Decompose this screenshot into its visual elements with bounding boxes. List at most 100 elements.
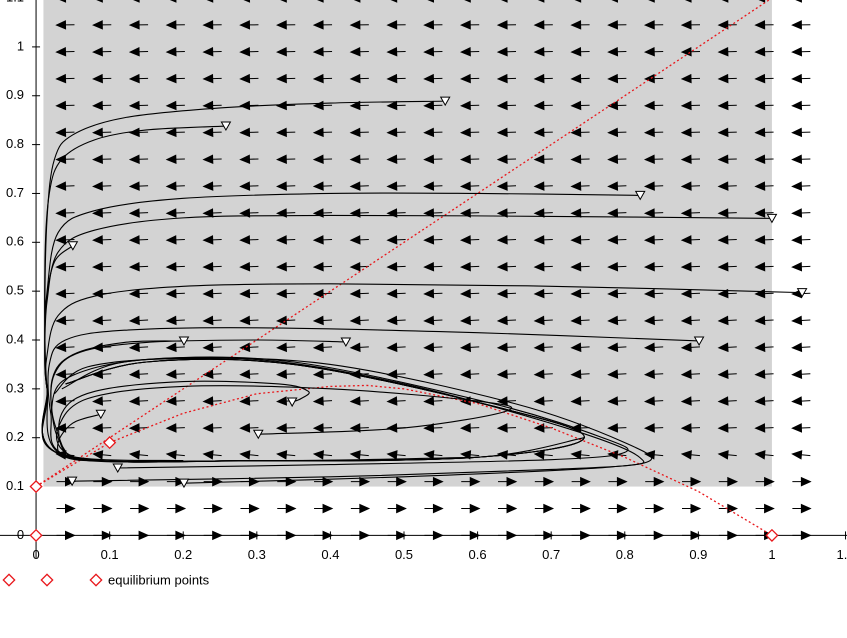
field-arrow	[165, 423, 185, 433]
field-arrow	[166, 530, 187, 541]
field-arrow	[611, 0, 618, 3]
start-marker	[286, 397, 298, 408]
trajectory	[54, 357, 653, 482]
field-arrow	[496, 315, 517, 326]
legend-symbol	[40, 573, 54, 587]
field-arrow	[644, 450, 664, 460]
field-arrow	[570, 127, 590, 138]
field-arrow	[386, 369, 406, 379]
field-arrow	[239, 235, 259, 245]
field-arrow	[130, 503, 150, 514]
field-arrow	[423, 369, 443, 379]
field-arrow	[791, 261, 811, 272]
field-arrow	[165, 154, 185, 165]
field-arrow	[276, 315, 296, 326]
field-arrow	[755, 476, 775, 487]
field-arrow	[791, 208, 811, 218]
field-arrow	[754, 181, 774, 191]
field-arrow	[461, 503, 481, 514]
field-arrow	[460, 261, 480, 272]
field-arrow	[387, 476, 407, 487]
legend-label: equilibrium points	[108, 572, 210, 587]
field-arrow	[533, 208, 553, 218]
field-arrow	[791, 342, 811, 353]
start-marker	[766, 213, 778, 224]
field-arrow	[427, 0, 435, 3]
field-arrow	[721, 0, 729, 3]
field-arrow	[128, 181, 149, 191]
field-arrow	[276, 369, 296, 379]
field-arrow	[717, 100, 737, 111]
field-arrow	[496, 20, 517, 30]
trajectory	[41, 283, 803, 463]
field-arrow	[349, 73, 369, 84]
field-arrow	[607, 127, 627, 138]
field-arrow	[128, 342, 149, 353]
field-arrow	[165, 342, 185, 353]
field-arrow	[349, 154, 369, 165]
field-arrow	[55, 154, 75, 165]
field-arrow	[203, 503, 223, 514]
field-arrow	[496, 261, 517, 272]
field-arrow	[202, 423, 222, 433]
field-arrow	[239, 288, 259, 299]
field-arrow	[239, 342, 259, 353]
field-arrow	[680, 181, 701, 191]
field-arrow	[643, 396, 664, 406]
y-tick-label: 0.1	[6, 478, 24, 493]
field-arrow	[239, 154, 259, 165]
field-arrow	[717, 235, 737, 245]
field-arrow	[128, 315, 149, 326]
field-arrow	[203, 530, 223, 541]
field-arrow	[791, 181, 811, 191]
field-arrow	[643, 235, 664, 245]
field-arrow	[349, 100, 369, 111]
field-arrow	[643, 127, 664, 138]
field-arrow	[277, 476, 297, 487]
field-arrow	[92, 423, 112, 433]
field-arrow	[349, 288, 369, 299]
y-tick-label: 1	[17, 38, 24, 53]
field-arrow	[680, 450, 701, 460]
legend: equilibrium points	[2, 572, 210, 587]
field-arrow	[387, 503, 407, 514]
x-tick-label: 0.7	[542, 547, 560, 562]
field-arrow	[570, 450, 590, 460]
field-arrow	[353, 0, 361, 3]
field-arrow	[423, 423, 443, 433]
field-arrow	[717, 127, 737, 138]
field-arrow	[276, 288, 296, 299]
field-arrow	[791, 154, 811, 165]
field-arrow	[92, 450, 112, 460]
field-arrow	[386, 46, 406, 57]
field-arrow	[128, 261, 149, 272]
trajectory	[61, 356, 645, 484]
field-arrow	[754, 154, 774, 165]
field-arrow	[460, 127, 480, 138]
field-arrow	[206, 0, 214, 3]
field-arrow	[423, 315, 443, 326]
field-arrow	[55, 288, 75, 299]
field-arrow	[717, 369, 737, 379]
field-arrow	[533, 20, 553, 30]
equilibrium-point	[29, 479, 43, 494]
field-arrow	[645, 476, 665, 487]
field-arrow	[128, 396, 149, 406]
field-arrow	[276, 423, 296, 433]
field-arrow	[680, 20, 701, 30]
field-arrow	[607, 396, 627, 406]
field-arrow	[643, 46, 664, 57]
field-arrow	[717, 73, 737, 84]
field-arrow	[165, 73, 185, 84]
field-arrow	[423, 261, 443, 272]
field-arrow	[460, 100, 480, 111]
field-arrow	[386, 235, 406, 245]
field-arrow	[277, 503, 297, 514]
field-arrow	[92, 154, 112, 165]
start-marker	[693, 336, 705, 347]
field-arrow	[202, 154, 222, 165]
field-arrow	[496, 46, 517, 57]
field-arrow	[643, 154, 664, 165]
field-arrow	[387, 530, 407, 541]
field-arrow	[277, 530, 297, 541]
